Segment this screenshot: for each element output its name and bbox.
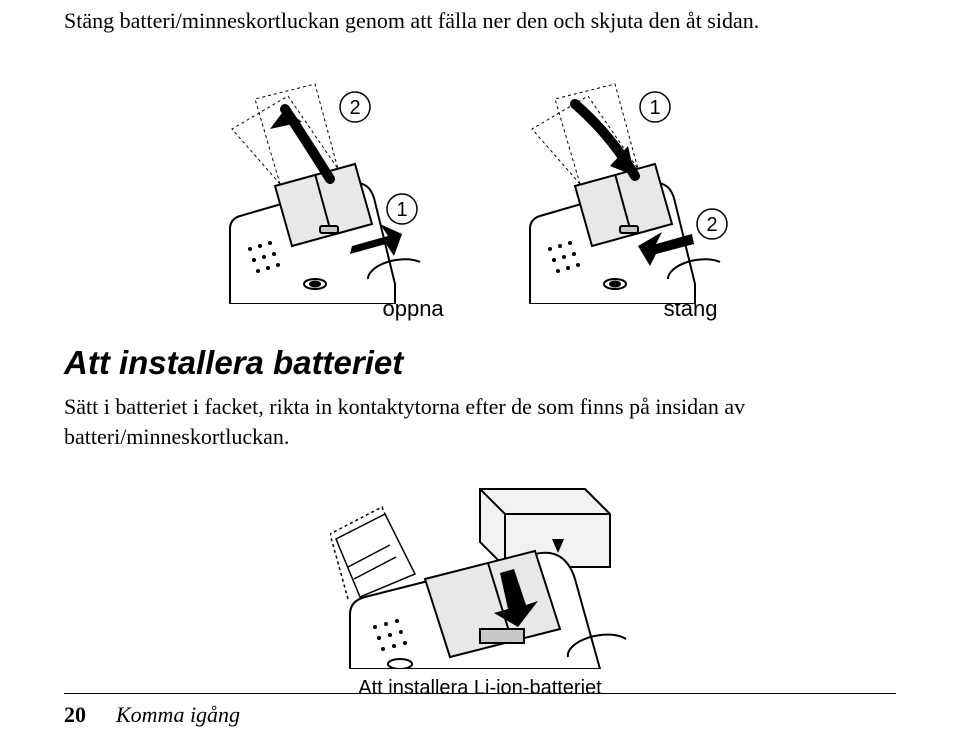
- intro-paragraph: Stäng batteri/minneskortluckan genom att…: [64, 6, 896, 36]
- close-badge-bottom: 2: [706, 214, 717, 236]
- battery-figure: Att installera Li-ion-batteriet: [64, 479, 896, 700]
- door-diagram-row: 2 1: [64, 74, 896, 304]
- body-paragraph-2: Sätt i batteriet i facket, rikta in kont…: [64, 392, 896, 454]
- page-number: 20: [64, 702, 86, 728]
- open-badge-top: 2: [349, 97, 360, 119]
- page-footer: 20 Komma igång: [64, 693, 896, 728]
- open-badge-bottom: 1: [396, 199, 407, 221]
- footer-section: Komma igång: [116, 702, 240, 728]
- section-heading: Att installera batteriet: [64, 344, 896, 382]
- close-badge-top: 1: [649, 97, 660, 119]
- page: Stäng batteri/minneskortluckan genom att…: [0, 6, 960, 750]
- close-diagram: 1 2: [520, 74, 740, 304]
- open-diagram-svg: 2 1: [220, 74, 440, 304]
- diagram-labels: öppna stäng: [64, 296, 896, 322]
- open-diagram: 2 1: [220, 74, 440, 304]
- battery-insert-svg: [330, 479, 630, 669]
- close-diagram-svg: 1 2: [520, 74, 740, 304]
